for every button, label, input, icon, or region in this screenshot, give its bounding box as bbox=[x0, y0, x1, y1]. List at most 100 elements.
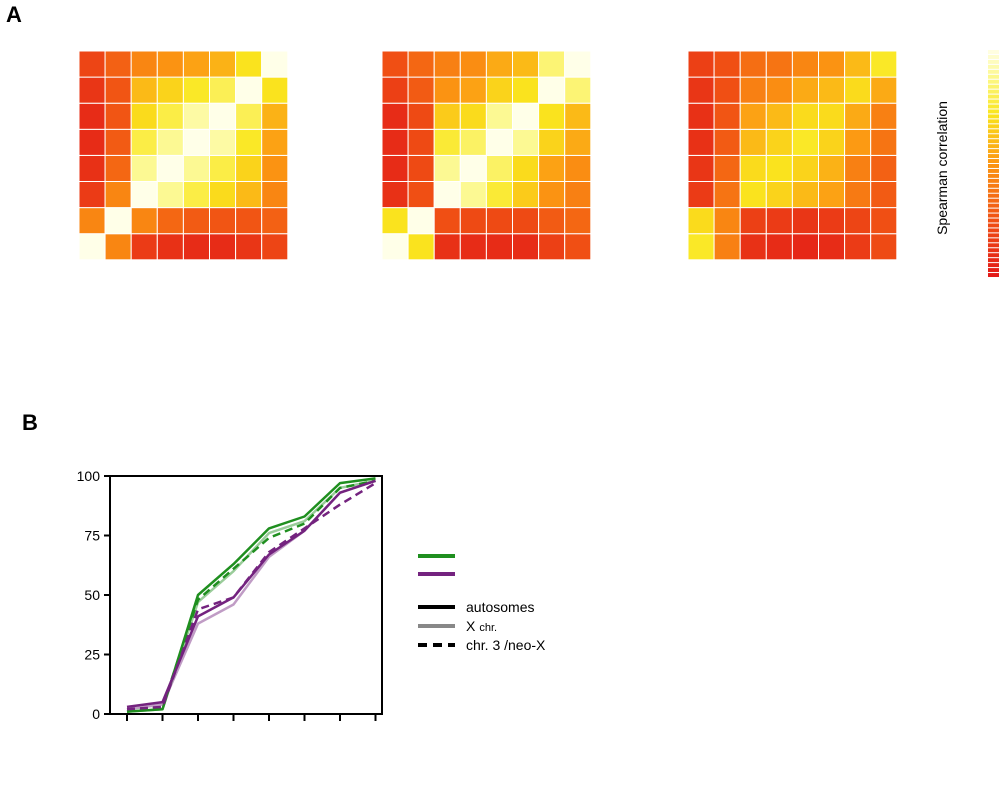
colorbar-swatch bbox=[988, 164, 999, 168]
heatmap-cell bbox=[765, 50, 793, 78]
heatmap-cell bbox=[512, 128, 540, 156]
heatmap-cell bbox=[512, 181, 540, 209]
series-line bbox=[126, 479, 376, 713]
heatmap-cell bbox=[261, 50, 289, 78]
panel-b-label: B bbox=[22, 410, 38, 435]
heatmap-cell bbox=[713, 102, 741, 130]
heatmap-cell bbox=[538, 128, 566, 156]
legend-chrom-label: chr. 3 /neo-X bbox=[466, 637, 546, 653]
heatmap-cell bbox=[130, 207, 158, 235]
heatmap-cell bbox=[433, 102, 461, 130]
heatmap-cell bbox=[381, 128, 409, 156]
heatmap-cell bbox=[713, 128, 741, 156]
heatmap-cell bbox=[433, 207, 461, 235]
heatmap-cell bbox=[739, 207, 767, 235]
colorbar-swatch bbox=[988, 119, 999, 124]
heatmap-cell bbox=[765, 154, 793, 182]
heatmap-cell bbox=[156, 76, 184, 104]
heatmap-cell bbox=[765, 233, 793, 261]
legend-chrom-label-small: chr. bbox=[479, 622, 497, 634]
heatmap-cell bbox=[407, 181, 435, 209]
y-tick-label: 50 bbox=[84, 587, 100, 603]
heatmap-cell bbox=[538, 76, 566, 104]
heatmap-cell bbox=[818, 181, 846, 209]
heatmap-cell bbox=[512, 154, 540, 182]
heatmap-cell bbox=[765, 207, 793, 235]
colorbar-swatch bbox=[988, 228, 999, 233]
heatmap-cell bbox=[713, 76, 741, 104]
colorbar-swatch bbox=[988, 154, 999, 159]
series-line bbox=[126, 477, 376, 713]
heatmap-3 bbox=[687, 50, 898, 261]
heatmap-cell bbox=[791, 50, 820, 78]
legend-chrom-label-main: X bbox=[466, 618, 476, 634]
heatmap-cell bbox=[182, 207, 210, 235]
heatmap-cell bbox=[844, 154, 872, 182]
heatmap-cell bbox=[104, 50, 132, 78]
heatmap-cell bbox=[235, 154, 263, 182]
heatmap-cell bbox=[182, 154, 210, 182]
heatmap-cell bbox=[739, 102, 767, 130]
colorbar-swatch bbox=[988, 248, 999, 253]
heatmap-cell bbox=[485, 102, 513, 130]
heatmap-cell bbox=[687, 76, 715, 104]
heatmap-cell bbox=[261, 154, 289, 182]
heatmap-panel-group bbox=[78, 50, 898, 261]
heatmap-cell bbox=[78, 76, 106, 104]
colorbar-swatch bbox=[988, 268, 999, 273]
heatmap-cell bbox=[844, 128, 872, 156]
heatmap-cell bbox=[739, 128, 767, 156]
colorbar-swatches bbox=[988, 50, 999, 277]
heatmap-cell bbox=[512, 50, 540, 78]
heatmap-cell bbox=[104, 154, 132, 182]
heatmap-cell bbox=[407, 50, 435, 78]
heatmap-cell bbox=[485, 128, 513, 156]
heatmap-cell bbox=[261, 181, 289, 209]
line-chart: 0 25 50 75 100 bbox=[77, 468, 383, 722]
heatmap-cell bbox=[791, 128, 820, 156]
heatmap-cell bbox=[870, 50, 898, 78]
heatmap-cell bbox=[687, 154, 715, 182]
y-tick-label: 25 bbox=[84, 647, 100, 663]
y-tick-label: 100 bbox=[77, 468, 101, 484]
heatmap-cell bbox=[261, 76, 289, 104]
heatmap-cell bbox=[433, 233, 461, 261]
colorbar-swatch bbox=[988, 59, 999, 64]
heatmap-cell bbox=[182, 50, 210, 78]
heatmap-cell bbox=[209, 50, 237, 78]
colorbar-swatch bbox=[988, 173, 999, 178]
colorbar-swatch bbox=[988, 114, 999, 119]
heatmap-cell bbox=[538, 102, 566, 130]
heatmap-cell bbox=[130, 76, 158, 104]
heatmap-cell bbox=[156, 154, 184, 182]
colorbar-swatch bbox=[988, 258, 999, 263]
heatmap-cell bbox=[156, 50, 184, 78]
heatmap-cell bbox=[209, 233, 237, 261]
heatmap-cell bbox=[235, 50, 263, 78]
heatmap-cell bbox=[485, 233, 513, 261]
y-tick-label: 75 bbox=[84, 528, 100, 544]
colorbar-swatch bbox=[988, 208, 999, 213]
heatmap-cell bbox=[459, 50, 487, 78]
heatmap-cell bbox=[459, 181, 487, 209]
heatmap-cell bbox=[870, 76, 898, 104]
heatmap-cell bbox=[130, 154, 158, 182]
colorbar-swatch bbox=[988, 69, 999, 74]
colorbar-swatch bbox=[988, 99, 999, 104]
heatmap-cell bbox=[713, 233, 741, 261]
heatmap-cell bbox=[844, 233, 872, 261]
heatmap-cell bbox=[235, 102, 263, 130]
heatmap-cell bbox=[538, 181, 566, 209]
y-tick-label: 0 bbox=[92, 706, 100, 722]
heatmap-cell bbox=[739, 233, 767, 261]
heatmap-cell bbox=[485, 181, 513, 209]
heatmap-cell bbox=[156, 128, 184, 156]
heatmap-cell bbox=[791, 154, 820, 182]
heatmap-cell bbox=[459, 128, 487, 156]
heatmap-cell bbox=[870, 154, 898, 182]
heatmap-cell bbox=[818, 50, 846, 78]
heatmap-cell bbox=[381, 154, 409, 182]
heatmap-cell bbox=[235, 76, 263, 104]
colorbar-swatch bbox=[988, 159, 999, 163]
